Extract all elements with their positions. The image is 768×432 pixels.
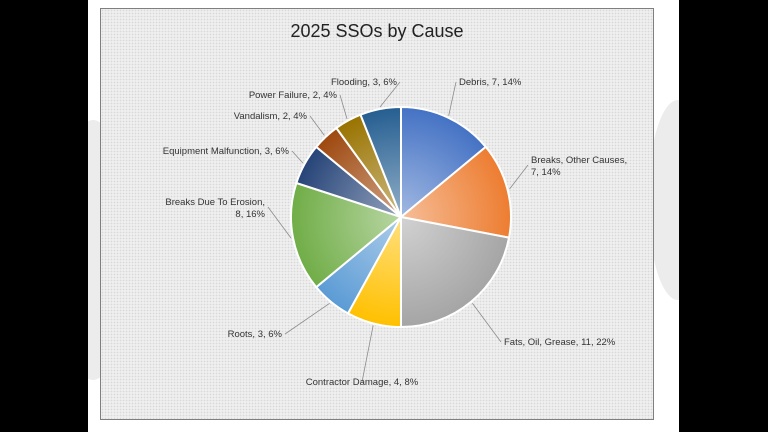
data-label-2: Breaks, Other Causes, 7, 14%	[531, 155, 627, 178]
leader-line-6	[267, 206, 292, 239]
leader-line-3	[472, 303, 502, 343]
data-label-1: Debris, 7, 14%	[459, 77, 522, 88]
data-label-7: Equipment Malfunction, 3, 6%	[163, 146, 290, 157]
data-label-5: Roots, 3, 6%	[228, 329, 283, 340]
data-label-6: Breaks Due To Erosion, 8, 16%	[165, 197, 265, 220]
pie-slice-1	[400, 105, 488, 220]
leader-line-7	[291, 150, 304, 164]
slide: 2025 SSOs by Cause Debris, 7, 14% Breaks,…	[88, 0, 679, 432]
data-label-9: Power Failure, 2, 4%	[249, 90, 338, 101]
chart-title: 2025 SSOs by Cause	[290, 21, 464, 41]
data-label-8: Vandalism, 2, 4%	[234, 111, 308, 122]
pie-slice-10	[359, 105, 402, 218]
leader-line-9	[339, 94, 348, 119]
pie-slice-3	[400, 215, 511, 329]
leader-line-2	[509, 164, 529, 190]
pie-slice-2	[398, 145, 512, 239]
pie-chart: Debris, 7, 14% Breaks, Other Causes, 7, 14…	[163, 77, 627, 388]
leader-line-10	[379, 81, 401, 108]
leader-line-4	[361, 325, 374, 383]
leader-line-8	[309, 115, 325, 136]
chart-area: 2025 SSOs by Cause Debris, 7, 14% Breaks,…	[100, 8, 654, 420]
data-label-3: Fats, Oil, Grease, 11, 22%	[504, 337, 616, 348]
leader-line-1	[448, 81, 457, 116]
leader-line-5	[284, 302, 330, 335]
data-label-4: Contractor Damage, 4, 8%	[306, 377, 419, 388]
data-label-10: Flooding, 3, 6%	[331, 77, 398, 88]
